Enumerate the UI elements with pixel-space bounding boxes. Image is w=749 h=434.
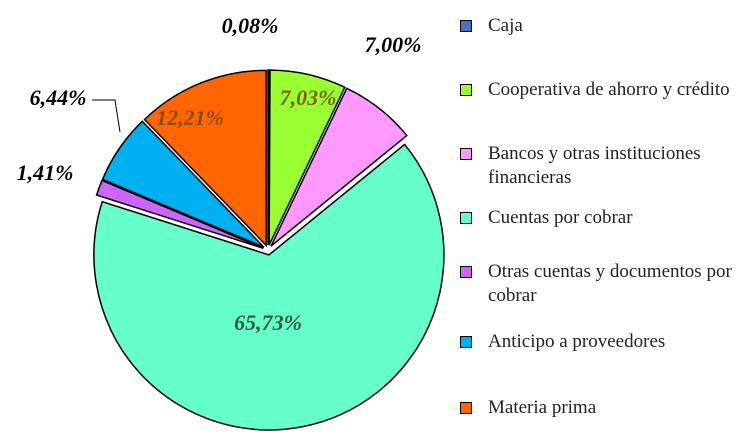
legend-entry: Anticipo a proveedores [460, 330, 745, 354]
data-label: 1,41% [17, 160, 74, 185]
legend-swatch [460, 212, 472, 224]
legend-swatch [460, 402, 472, 414]
pie-slice [101, 120, 265, 248]
legend-entry: Caja [460, 14, 745, 38]
legend-entry: Bancos y otras instituciones financieras [460, 142, 745, 190]
legend-entry: Cuentas por cobrar [460, 206, 745, 230]
legend-swatch [460, 336, 472, 348]
legend-swatch [460, 266, 472, 278]
data-label: 0,08% [222, 13, 279, 38]
data-label: 7,00% [365, 32, 422, 57]
legend-label: Cooperativa de ahorro y crédito [488, 79, 730, 100]
data-label: 7,03% [280, 85, 337, 110]
legend-label: Bancos y otras instituciones financieras [488, 143, 701, 188]
legend-swatch [460, 84, 472, 96]
legend-label: Anticipo a proveedores [488, 331, 666, 352]
legend-label: Cuentas por cobrar [488, 207, 633, 228]
legend-swatch [460, 20, 472, 32]
pie-slice [267, 69, 270, 246]
data-label: 12,21% [156, 105, 224, 130]
legend-swatch [460, 148, 472, 160]
pie-slice [143, 69, 267, 248]
pie-slice [270, 87, 408, 247]
legend-label: Materia prima [488, 397, 597, 418]
data-label: 65,73% [234, 310, 302, 335]
legend-entry: Cooperativa de ahorro y crédito [460, 78, 745, 102]
legend-label: Otras cuentas y documentos por cobrar [488, 261, 732, 306]
pie-slice [268, 69, 346, 246]
pie-slice [95, 179, 264, 249]
legend-label: Caja [488, 15, 523, 36]
data-label: 6,44% [30, 85, 87, 110]
leader-line [92, 99, 121, 133]
legend-entry: Materia prima [460, 396, 745, 420]
legend-entry: Otras cuentas y documentos por cobrar [460, 260, 745, 308]
pie-slice [93, 143, 445, 431]
